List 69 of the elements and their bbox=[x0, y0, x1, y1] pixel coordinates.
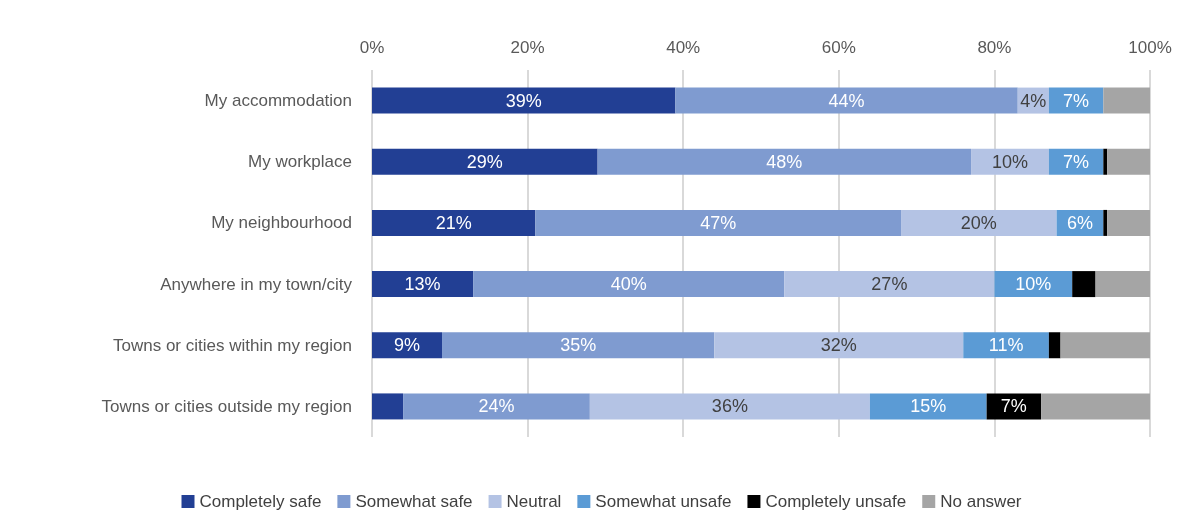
data-label: 24% bbox=[478, 396, 515, 417]
data-label: 35% bbox=[560, 335, 597, 356]
y-tick-label: My workplace bbox=[248, 152, 352, 172]
x-tick-label: 0% bbox=[359, 38, 385, 57]
data-label: 29% bbox=[466, 151, 503, 172]
bar bbox=[1107, 148, 1150, 175]
x-tick-label: 40% bbox=[666, 38, 701, 57]
data-label: 4% bbox=[1020, 90, 1047, 111]
data-label: 11% bbox=[988, 335, 1024, 356]
bar bbox=[403, 393, 590, 420]
data-label: 7% bbox=[1063, 90, 1090, 111]
bar bbox=[1103, 148, 1108, 175]
x-tick-label: 20% bbox=[510, 38, 545, 57]
y-tick-label: Towns or cities outside my region bbox=[101, 396, 352, 416]
data-label: 36% bbox=[711, 396, 748, 417]
legend-label: Somewhat safe bbox=[355, 492, 473, 511]
data-label: 48% bbox=[766, 151, 803, 172]
data-label: 13% bbox=[404, 274, 441, 295]
bar bbox=[1103, 209, 1108, 236]
bar bbox=[372, 87, 676, 114]
data-label: 27% bbox=[871, 274, 908, 295]
y-tick-label: My neighbourhood bbox=[211, 213, 352, 233]
data-label: 6% bbox=[1066, 212, 1093, 233]
bar bbox=[372, 209, 536, 236]
bar bbox=[1095, 271, 1150, 298]
x-tick-label: 80% bbox=[977, 38, 1012, 57]
data-label: 7% bbox=[1000, 396, 1027, 417]
legend-label: Somewhat unsafe bbox=[595, 492, 732, 511]
bar bbox=[1107, 209, 1150, 236]
bar bbox=[1041, 393, 1150, 420]
y-tick-label: Towns or cities within my region bbox=[112, 335, 352, 355]
data-label: 7% bbox=[1063, 151, 1090, 172]
bar bbox=[963, 332, 1049, 359]
legend-label: Completely safe bbox=[199, 492, 322, 511]
x-tick-label: 100% bbox=[1128, 38, 1172, 57]
bar bbox=[372, 393, 404, 420]
data-label: 44% bbox=[828, 90, 865, 111]
bar bbox=[372, 148, 598, 175]
data-label: 15% bbox=[910, 396, 947, 417]
y-tick-label: Anywhere in my town/city bbox=[160, 274, 353, 294]
data-label: 47% bbox=[700, 212, 737, 233]
bar bbox=[714, 332, 964, 359]
bar bbox=[473, 271, 785, 298]
bar bbox=[901, 209, 1057, 236]
bar bbox=[372, 271, 474, 298]
bar bbox=[675, 87, 1018, 114]
bar bbox=[589, 393, 870, 420]
bar bbox=[1072, 271, 1096, 298]
bar bbox=[1048, 332, 1061, 359]
bar bbox=[535, 209, 902, 236]
bar bbox=[1103, 87, 1150, 114]
x-tick-label: 60% bbox=[821, 38, 856, 57]
data-label: 40% bbox=[610, 274, 647, 295]
data-label: 10% bbox=[1015, 274, 1052, 295]
legend-label: No answer bbox=[940, 492, 1022, 511]
bar bbox=[597, 148, 972, 175]
bar bbox=[1060, 332, 1150, 359]
data-label: 9% bbox=[394, 335, 421, 356]
bar bbox=[784, 271, 995, 298]
data-label: 32% bbox=[820, 335, 857, 356]
data-label: 10% bbox=[991, 151, 1028, 172]
bar bbox=[869, 393, 987, 420]
bar bbox=[442, 332, 715, 359]
legend-label: Completely unsafe bbox=[765, 492, 907, 511]
data-label: 21% bbox=[435, 212, 472, 233]
data-label: 20% bbox=[960, 212, 997, 233]
legend-label: Neutral bbox=[506, 492, 562, 511]
y-tick-label: My accommodation bbox=[204, 91, 352, 111]
data-label: 39% bbox=[505, 90, 542, 111]
